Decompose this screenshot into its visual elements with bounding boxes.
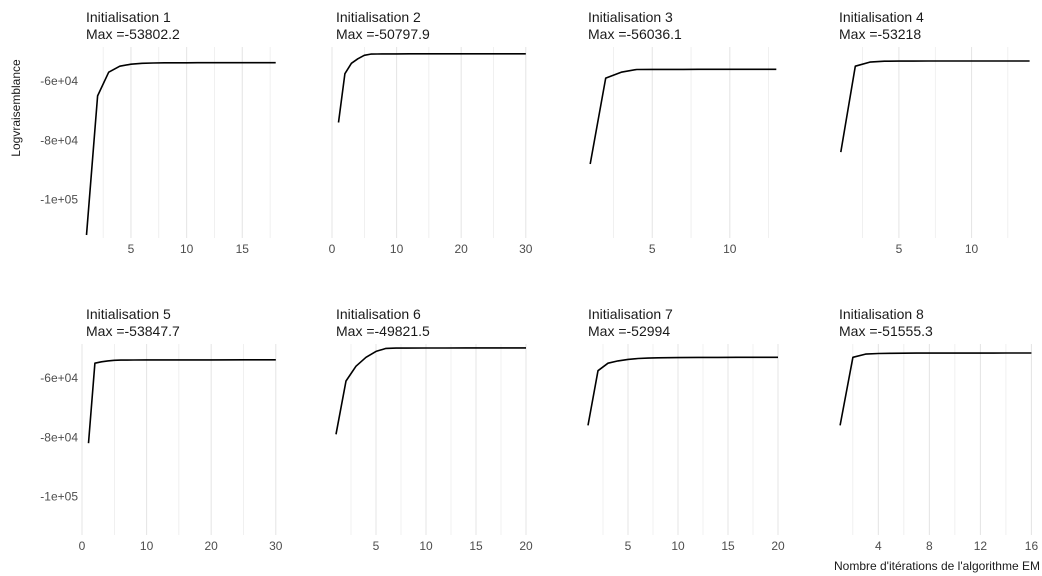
series-line-panel-7 [587, 356, 778, 426]
x-tick-label-panel-1: 15 [236, 242, 250, 256]
x-tick-label-panel-6: 20 [519, 539, 533, 553]
x-tick-label-panel-8: 4 [875, 539, 882, 553]
series-line-panel-6 [335, 347, 526, 435]
y-tick-label: -1e+05 [40, 193, 78, 207]
x-tick-label-panel-4: 10 [965, 242, 979, 256]
y-tick-label: -8e+04 [40, 133, 78, 147]
x-tick-label-panel-6: 5 [373, 539, 380, 553]
panel-subtitle-2: Max =-50797.9 [336, 26, 430, 42]
panel-title-7: Initialisation 7 [588, 306, 673, 322]
x-tick-label-panel-8: 12 [974, 539, 988, 553]
x-axis-title: Nombre d'itérations de l'algorithme EM [834, 559, 1040, 573]
series-line-panel-2 [337, 52, 526, 123]
y-tick-label: -8e+04 [40, 430, 78, 444]
panel-subtitle-4: Max =-53218 [839, 26, 921, 42]
y-tick-label: -6e+04 [40, 371, 78, 385]
series-line-panel-4 [840, 60, 1030, 153]
x-tick-label-panel-4: 5 [896, 242, 903, 256]
x-tick-label-panel-7: 15 [721, 539, 735, 553]
panel-subtitle-7: Max =-52994 [588, 323, 670, 339]
x-tick-label-panel-3: 10 [723, 242, 737, 256]
x-tick-label-panel-6: 15 [469, 539, 483, 553]
panel-title-4: Initialisation 4 [839, 9, 924, 25]
panel-title-5: Initialisation 5 [86, 306, 171, 322]
panel-title-1: Initialisation 1 [86, 9, 171, 25]
panel-title-3: Initialisation 3 [588, 9, 673, 25]
panel-subtitle-8: Max =-51555.3 [839, 323, 933, 339]
y-tick-label: -1e+05 [40, 490, 78, 504]
x-tick-label-panel-2: 20 [455, 242, 469, 256]
panel-subtitle-6: Max =-49821.5 [336, 323, 430, 339]
panel-subtitle-3: Max =-56036.1 [588, 26, 682, 42]
x-tick-label-panel-5: 30 [269, 539, 283, 553]
x-tick-label-panel-5: 20 [205, 539, 219, 553]
panel-subtitle-1: Max =-53802.2 [86, 26, 180, 42]
x-tick-label-panel-3: 5 [649, 242, 656, 256]
y-axis-title: Logvraisemblance [9, 59, 23, 157]
series-line-panel-8 [839, 352, 1032, 426]
x-tick-label-panel-6: 10 [419, 539, 433, 553]
y-tick-label: -6e+04 [40, 74, 78, 88]
series-line-panel-1 [85, 61, 276, 236]
x-tick-label-panel-2: 30 [519, 242, 533, 256]
series-line-panel-5 [87, 358, 276, 444]
x-tick-label-panel-1: 5 [128, 242, 135, 256]
series-line-panel-3 [589, 68, 777, 165]
x-tick-label-panel-8: 16 [1025, 539, 1039, 553]
x-tick-label-panel-7: 5 [625, 539, 632, 553]
panel-title-6: Initialisation 6 [336, 306, 421, 322]
panel-subtitle-5: Max =-53847.7 [86, 323, 180, 339]
x-tick-label-panel-8: 8 [926, 539, 933, 553]
x-tick-label-panel-5: 0 [79, 539, 86, 553]
x-tick-label-panel-7: 20 [771, 539, 785, 553]
x-tick-label-panel-5: 10 [140, 539, 154, 553]
x-tick-label-panel-2: 10 [390, 242, 404, 256]
panel-title-2: Initialisation 2 [336, 9, 421, 25]
x-tick-label-panel-1: 10 [180, 242, 194, 256]
panel-title-8: Initialisation 8 [839, 306, 924, 322]
x-tick-label-panel-2: 0 [329, 242, 336, 256]
x-tick-label-panel-7: 10 [671, 539, 685, 553]
